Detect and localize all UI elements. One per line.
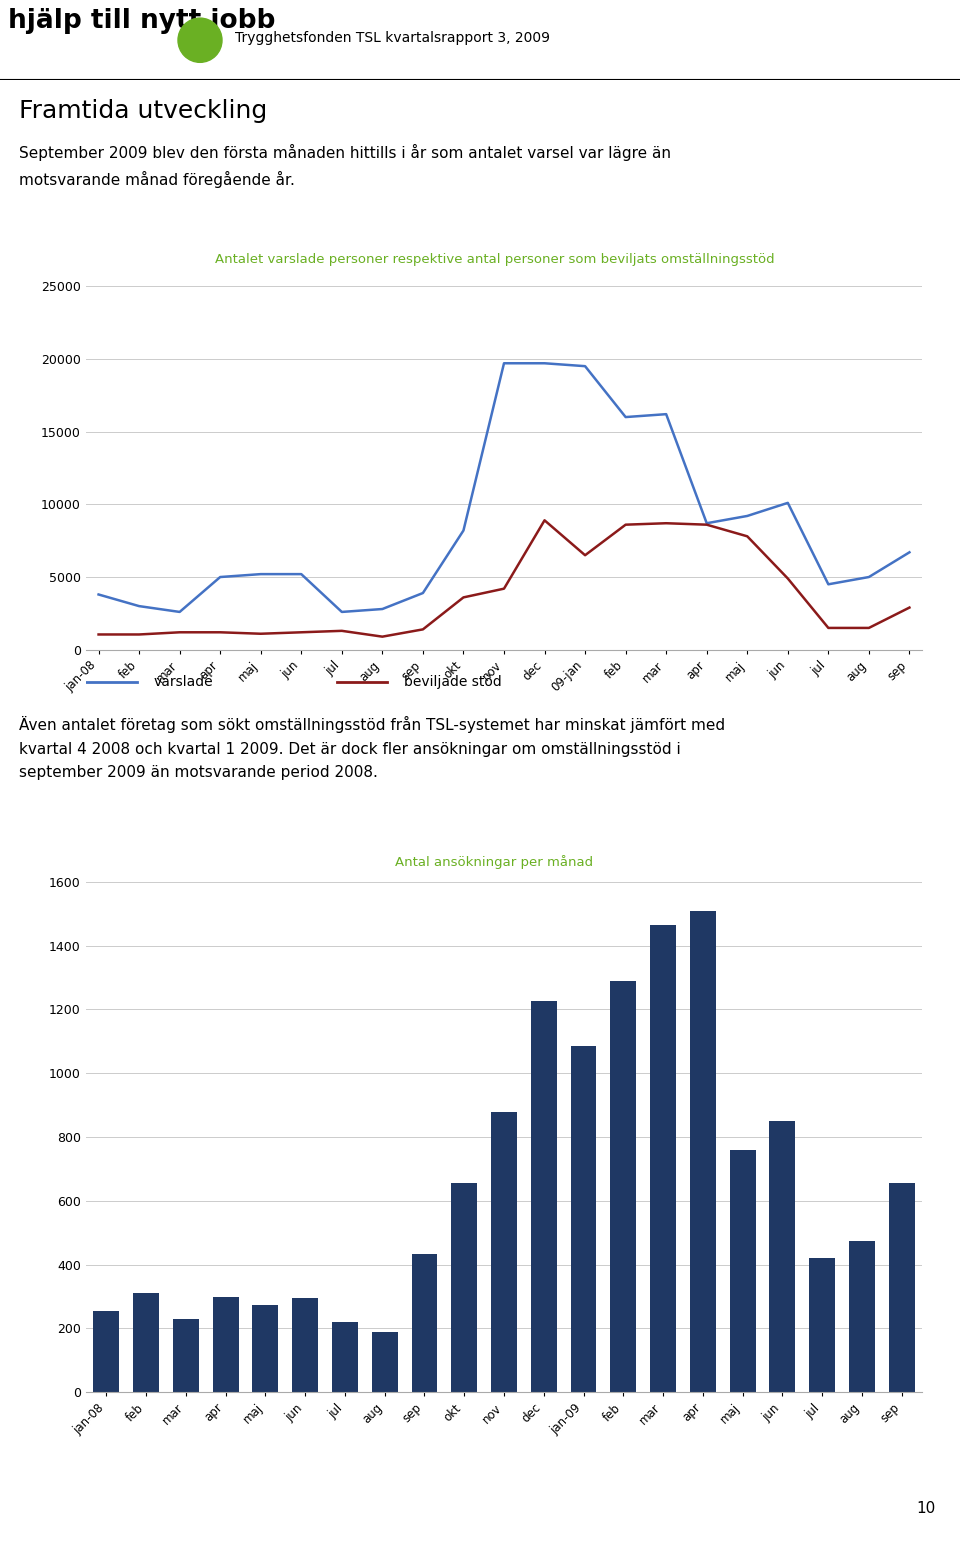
Bar <box>570 1046 596 1392</box>
Text: Antalet varslade personer respektive antal personer som beviljats omställningsst: Antalet varslade personer respektive ant… <box>215 252 774 266</box>
Text: Även antalet företag som sökt omställningsstöd från TSL-systemet har minskat jäm: Även antalet företag som sökt omställnin… <box>19 716 726 780</box>
Bar <box>889 1183 915 1392</box>
Circle shape <box>178 19 222 62</box>
Bar <box>451 1183 477 1392</box>
Bar <box>531 1001 557 1392</box>
Bar <box>372 1332 397 1392</box>
Bar <box>650 925 676 1392</box>
Bar <box>412 1253 438 1392</box>
Text: Antal ansökningar per månad: Antal ansökningar per månad <box>396 854 593 869</box>
Bar <box>770 1122 795 1392</box>
Bar <box>173 1320 199 1392</box>
Text: varslade: varslade <box>154 674 213 690</box>
Text: Trygghetsfonden TSL kvartalsrapport 3, 2009: Trygghetsfonden TSL kvartalsrapport 3, 2… <box>235 31 550 45</box>
Bar <box>332 1323 358 1392</box>
Text: September 2009 blev den första månaden hittills i år som antalet varsel var lägr: September 2009 blev den första månaden h… <box>19 144 671 187</box>
Bar <box>849 1241 875 1392</box>
Bar <box>492 1111 516 1392</box>
Bar <box>730 1149 756 1392</box>
Text: tsl: tsl <box>190 32 210 48</box>
Bar <box>611 981 636 1392</box>
Bar <box>690 911 716 1392</box>
Bar <box>93 1310 119 1392</box>
Text: hjälp till nytt jobb: hjälp till nytt jobb <box>8 8 276 34</box>
Bar <box>809 1258 835 1392</box>
Text: beviljade stöd: beviljade stöd <box>404 674 501 690</box>
Text: 10: 10 <box>917 1501 936 1516</box>
Bar <box>252 1304 278 1392</box>
Text: Framtida utveckling: Framtida utveckling <box>19 99 268 124</box>
Bar <box>133 1293 159 1392</box>
Bar <box>292 1298 318 1392</box>
Bar <box>213 1296 238 1392</box>
